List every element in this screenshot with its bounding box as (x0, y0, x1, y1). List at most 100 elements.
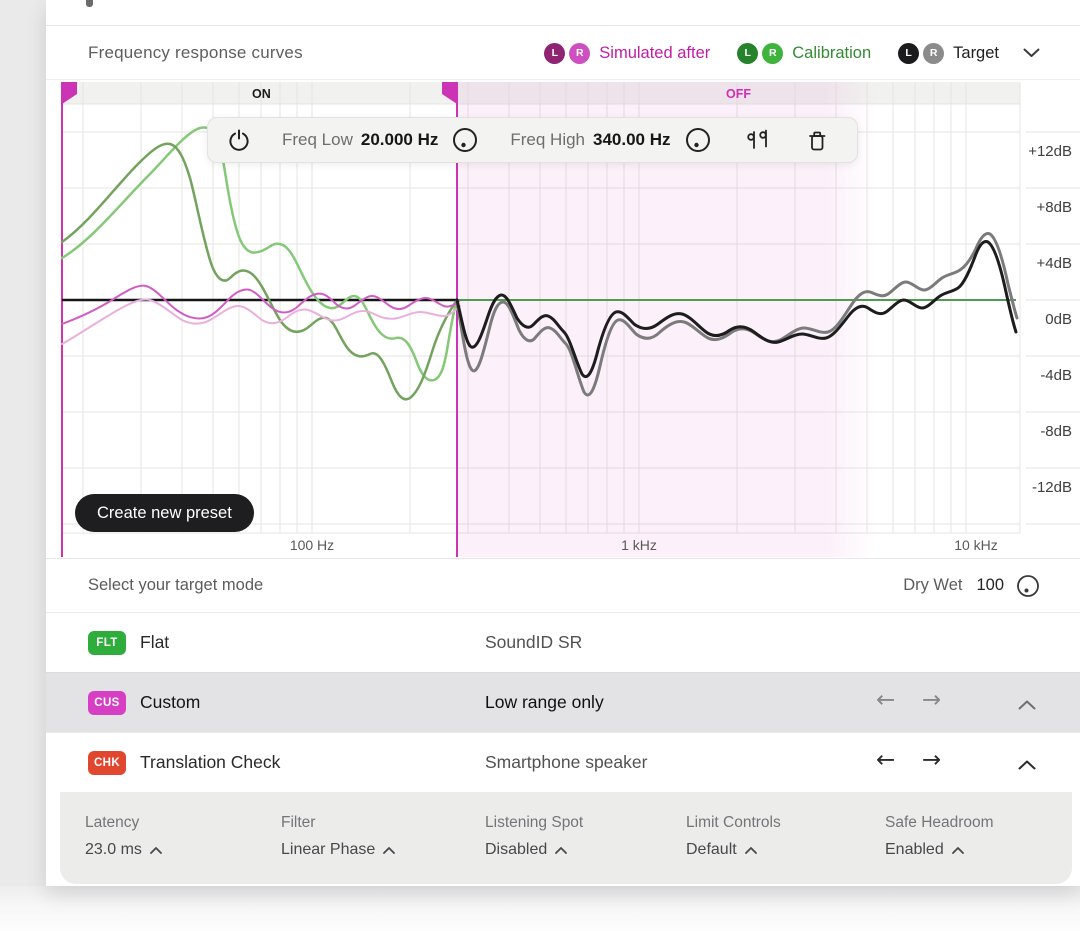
mode-value: SoundID SR (485, 632, 583, 652)
freq-low-value[interactable]: 20.000 Hz (360, 130, 439, 149)
freq-low-knob-icon[interactable] (452, 127, 478, 153)
db-tick-label: 0dB (1045, 311, 1072, 328)
target-mode-list: FLT Flat SoundID SR CUS Custom Low range… (46, 612, 1080, 792)
trash-icon[interactable] (807, 129, 828, 152)
setting-latency: Latency 23.0 ms (85, 814, 162, 859)
hz-tick-label: 1 kHz (621, 537, 657, 553)
mode-badge: CHK (88, 751, 126, 775)
left-channel-badge[interactable]: L (898, 42, 920, 64)
right-channel-badge[interactable]: R (923, 42, 945, 64)
freq-low-label: Freq Low (282, 130, 353, 149)
setting-value: Linear Phase (281, 841, 376, 858)
db-tick-label: -8dB (1040, 423, 1072, 440)
setting-dropdown[interactable]: 23.0 ms (85, 841, 162, 859)
simulated-r-curve (61, 298, 461, 345)
legend-calibration[interactable]: L R Calibration (737, 42, 872, 64)
previous-arrow-icon[interactable]: ← (876, 747, 896, 773)
chart-title: Frequency response curves (88, 43, 303, 62)
chevron-down-icon[interactable] (1023, 48, 1040, 58)
setting-label: Latency (85, 814, 140, 831)
legend-label: Calibration (792, 43, 872, 62)
setting-label: Listening Spot (485, 814, 584, 831)
power-icon[interactable] (228, 129, 250, 151)
off-region-label: OFF (726, 87, 751, 101)
legend-label: Target (953, 43, 999, 62)
legend-simulated-after[interactable]: L R Simulated after (544, 42, 711, 64)
freq-high-label: Freq High (510, 130, 586, 149)
mode-row-translation-check[interactable]: CHK Translation Check Smartphone speaker… (46, 732, 1080, 792)
db-tick-label: +12dB (1028, 143, 1072, 160)
filter-handles-icon[interactable] (746, 129, 771, 151)
setting-value: Disabled (485, 841, 548, 858)
legend-target[interactable]: L R Target (898, 42, 999, 64)
bottom-background (0, 886, 1080, 931)
setting-dropdown[interactable]: Enabled (885, 841, 994, 859)
setting-value: 23.0 ms (85, 841, 142, 858)
db-tick-label: -12dB (1032, 479, 1072, 496)
dry-wet-value[interactable]: 100 (976, 576, 1004, 594)
chevron-up-icon (744, 846, 757, 854)
right-channel-badge[interactable]: R (569, 42, 591, 64)
right-channel-badge[interactable]: R (762, 42, 784, 64)
hz-axis-labels: 100 Hz 1 kHz 10 kHz (290, 537, 998, 553)
filter-range-flag-right[interactable] (442, 82, 457, 104)
calibration-r-curve (60, 126, 459, 382)
dry-wet-knob-icon[interactable] (1016, 574, 1040, 598)
next-arrow-icon[interactable]: → (922, 687, 942, 713)
setting-value: Enabled (885, 841, 944, 858)
filter-range-left-handle[interactable] (61, 82, 77, 557)
chevron-up-icon (383, 846, 396, 854)
dry-wet-label: Dry Wet (903, 576, 963, 594)
setting-filter: Filter Linear Phase (281, 814, 396, 859)
mode-row-custom[interactable]: CUS Custom Low range only ← → (46, 672, 1080, 732)
next-arrow-icon[interactable]: → (922, 747, 942, 773)
freq-high-value[interactable]: 340.00 Hz (593, 130, 671, 149)
setting-label: Filter (281, 814, 316, 831)
top-strip (46, 0, 1080, 26)
setting-dropdown[interactable]: Default (686, 841, 781, 859)
mode-row-flat[interactable]: FLT Flat SoundID SR (46, 612, 1080, 672)
setting-value: Default (686, 841, 737, 858)
db-axis-labels: +12dB +8dB +4dB 0dB -4dB -8dB -12dB (1028, 143, 1072, 496)
chevron-up-icon[interactable] (1018, 697, 1036, 715)
mode-name: Translation Check (140, 752, 281, 772)
calibration-l-curve (60, 142, 459, 401)
left-channel-badge[interactable]: L (544, 42, 566, 64)
previous-arrow-icon[interactable]: ← (876, 687, 896, 713)
curves-legend: L R Simulated after L R Calibration L R … (517, 42, 1040, 64)
chevron-up-icon[interactable] (1018, 757, 1036, 775)
setting-safe-headroom: Safe Headroom Enabled (885, 814, 994, 859)
db-tick-label: +4dB (1037, 255, 1072, 272)
left-channel-badge[interactable]: L (737, 42, 759, 64)
chevron-up-icon (555, 846, 568, 854)
db-tick-lines (1026, 131, 1080, 525)
create-new-preset-button[interactable]: Create new preset (75, 494, 254, 532)
mode-value: Low range only (485, 692, 604, 712)
simulated-l-curve (61, 284, 461, 325)
chart-header: Frequency response curves L R Simulated … (46, 27, 1080, 80)
filter-control-bar: Freq Low 20.000 Hz Freq High 340.00 Hz (207, 117, 858, 163)
db-tick-label: +8dB (1037, 199, 1072, 216)
clipped-glyph (86, 0, 93, 7)
legend-label: Simulated after (599, 43, 711, 62)
mode-badge: FLT (88, 631, 126, 655)
setting-limit-controls: Limit Controls Default (686, 814, 781, 859)
target-l-curve (455, 240, 1018, 379)
db-tick-label: -4dB (1040, 367, 1072, 384)
chevron-up-icon (951, 846, 964, 854)
left-gutter (0, 0, 46, 896)
setting-dropdown[interactable]: Disabled (485, 841, 583, 859)
dry-wet-control[interactable]: Dry Wet 100 (903, 574, 1040, 598)
mode-settings-panel: Latency 23.0 ms Filter Linear Phase List… (60, 792, 1072, 884)
target-r-curve (455, 232, 1019, 397)
target-mode-title: Select your target mode (88, 576, 264, 594)
chevron-up-icon (150, 846, 162, 854)
hz-tick-label: 100 Hz (290, 537, 334, 553)
freq-high-knob-icon[interactable] (685, 127, 711, 153)
setting-label: Limit Controls (686, 814, 781, 831)
target-mode-header: Select your target mode Dry Wet 100 (46, 558, 1080, 612)
hz-tick-label: 10 kHz (954, 537, 998, 553)
filter-range-flag-left[interactable] (62, 82, 77, 104)
setting-dropdown[interactable]: Linear Phase (281, 841, 396, 859)
